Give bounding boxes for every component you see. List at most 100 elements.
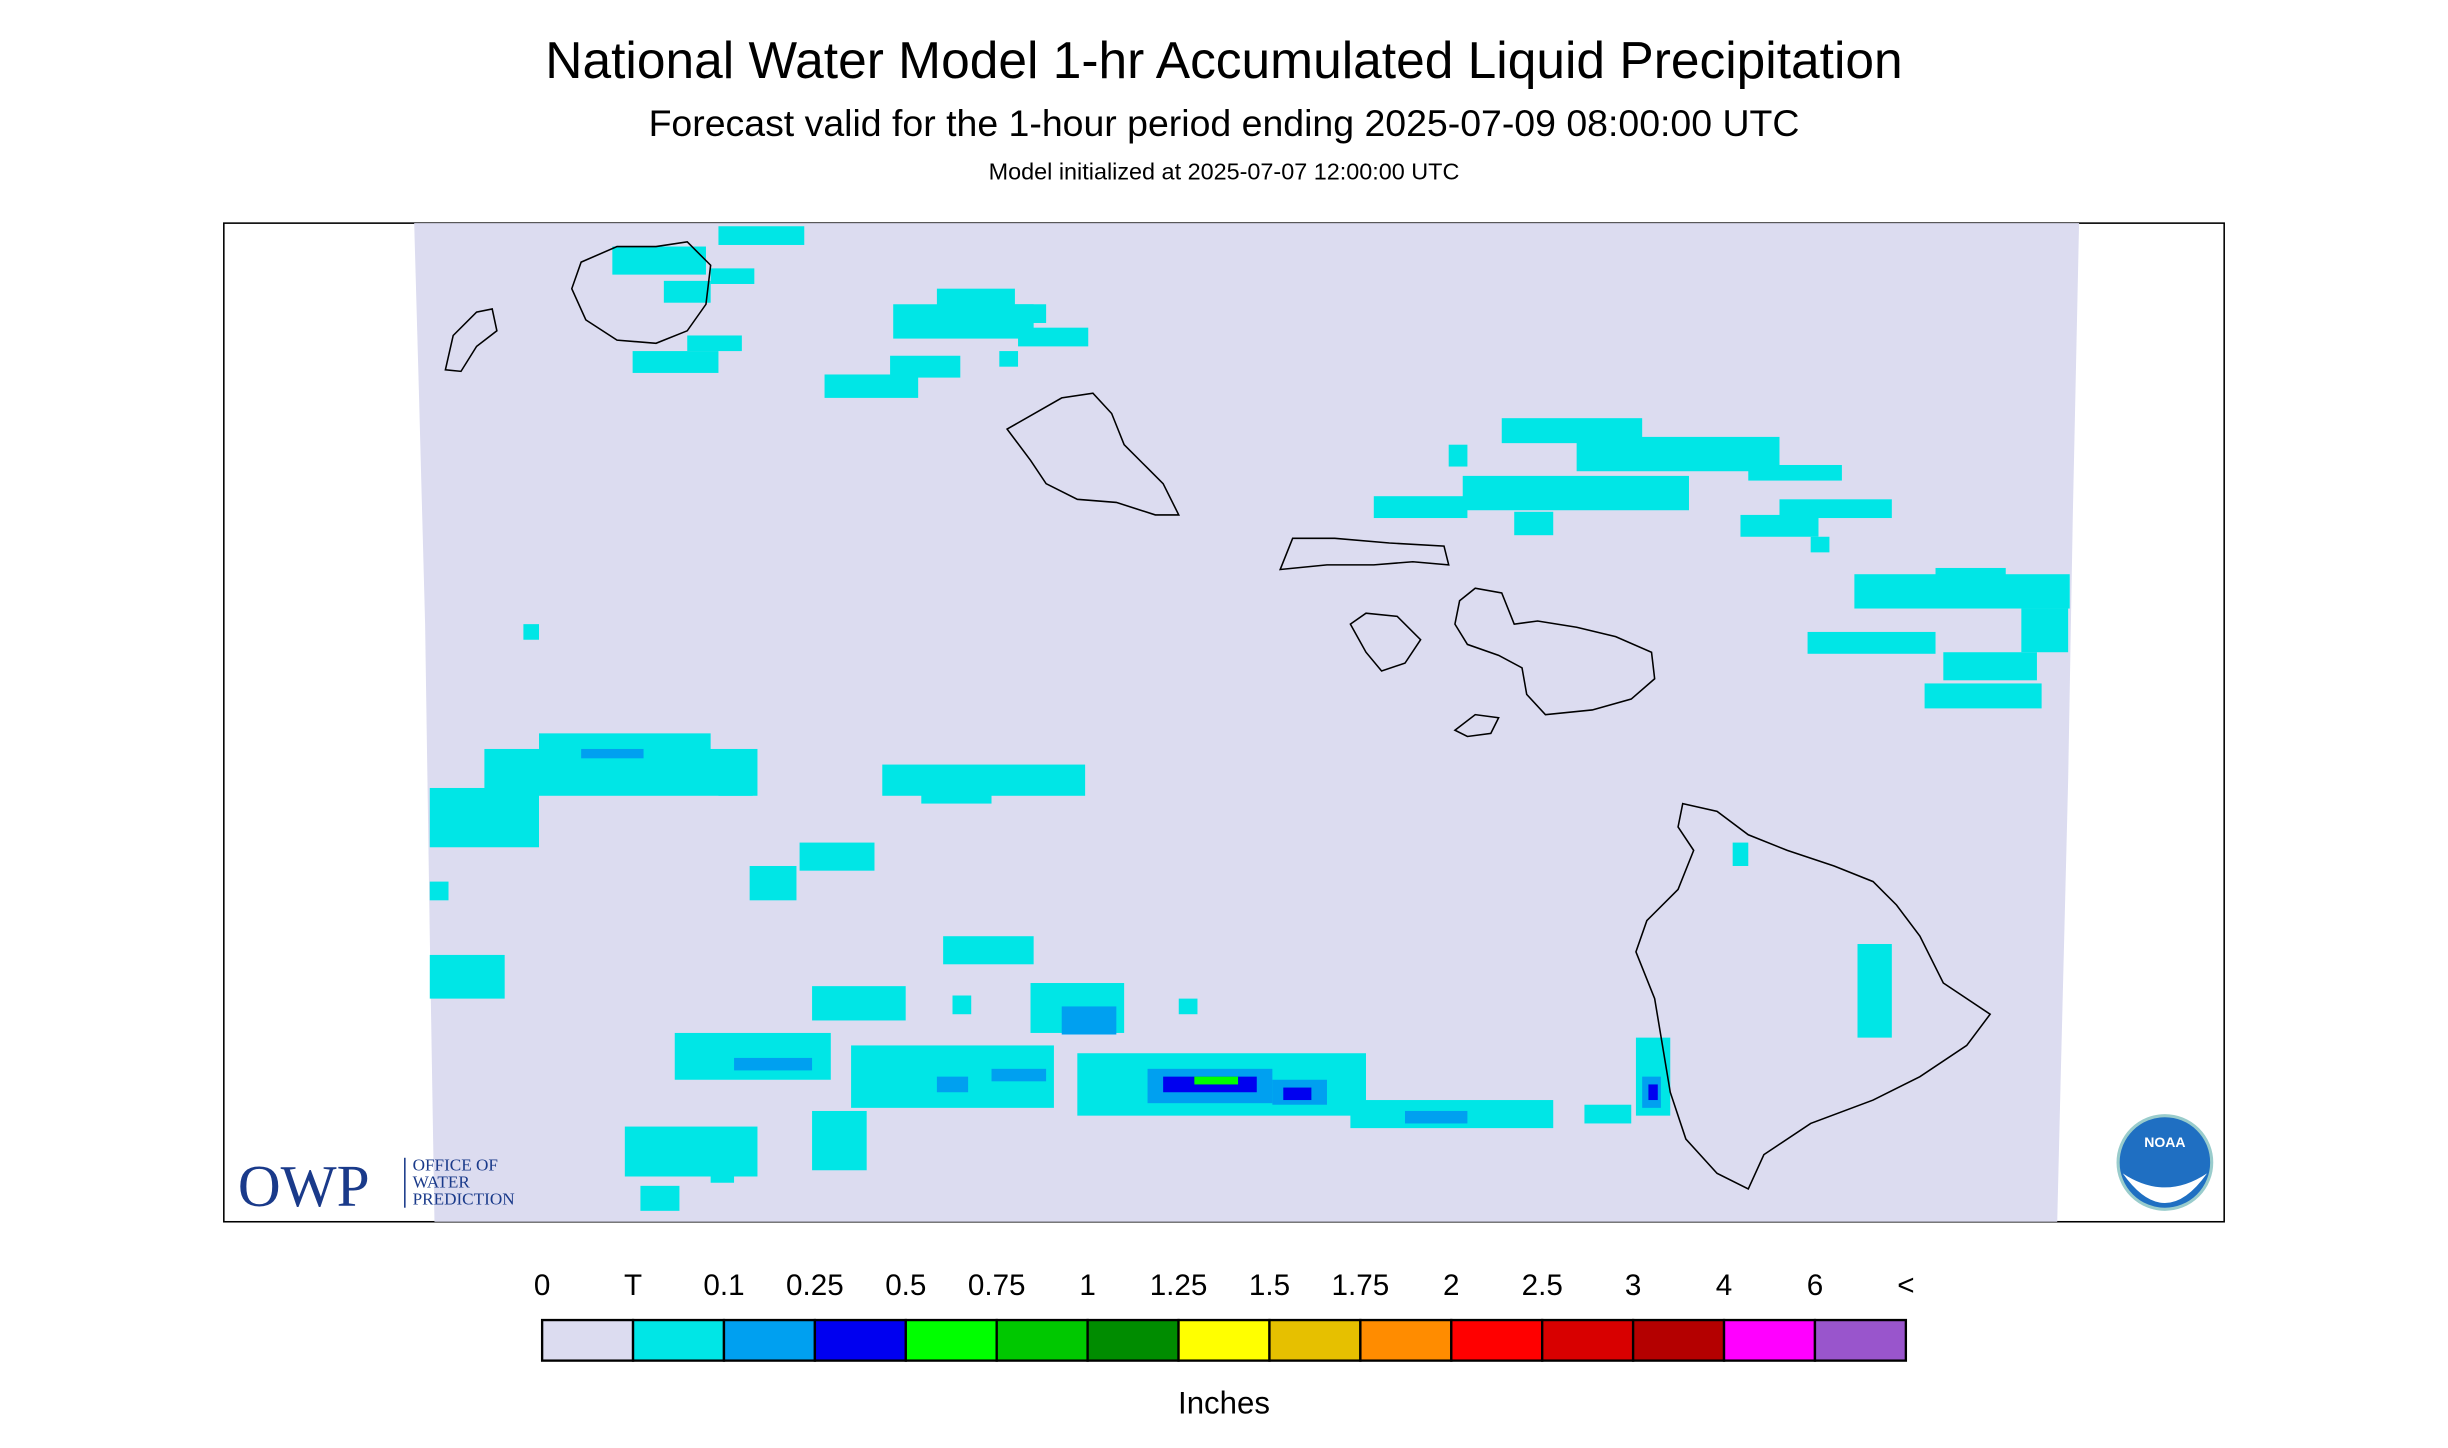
precip-patch (523, 624, 540, 640)
precip-patch (1514, 511, 1554, 536)
precip-patch (1807, 631, 1936, 654)
model-domain (414, 223, 2080, 1222)
precip-patch (943, 936, 1034, 965)
legend-unit: Inches (1178, 1386, 1270, 1421)
lanai (1349, 612, 1422, 672)
subtitle: Forecast valid for the 1-hour period end… (649, 102, 1800, 144)
precip-patch (1943, 652, 2037, 681)
colorbar-label: 6 (1807, 1269, 1823, 1302)
precip-patch (1810, 536, 1830, 553)
precip-patch (1283, 1087, 1312, 1101)
colorbar-box (1541, 1318, 1635, 1362)
precip-patch (1935, 567, 2006, 581)
precip-patch (1194, 1076, 1239, 1085)
precip-patch (824, 374, 919, 398)
colorbar-label: 1.25 (1150, 1269, 1208, 1302)
precip-patch (2021, 608, 2069, 653)
colorbar-box (1177, 1318, 1271, 1362)
precip-patch (663, 280, 711, 303)
niihau (444, 308, 498, 373)
title: National Water Model 1-hr Accumulated Li… (545, 31, 1902, 89)
precip-patch (749, 865, 797, 901)
precip-patch (1732, 842, 1749, 866)
precip-patch (674, 1032, 831, 1080)
precip-patch (812, 1110, 867, 1171)
colorbar-box (1722, 1318, 1817, 1362)
colorbar-box (631, 1318, 726, 1362)
precip-patch (1061, 1006, 1117, 1035)
maui (1454, 587, 1656, 716)
colorbar-box (722, 1318, 817, 1362)
precip-patch (687, 335, 742, 352)
colorbar-box (1086, 1318, 1180, 1362)
owp-logo: OWP (238, 1153, 370, 1219)
colorbar-label: 1 (1079, 1269, 1095, 1302)
precip-patch (581, 748, 644, 759)
precip-patch (952, 995, 972, 1015)
colorbar-label: 2 (1443, 1269, 1459, 1302)
colorbar-box (813, 1318, 907, 1362)
precip-patch (1857, 944, 1892, 1038)
precip-patch (921, 787, 992, 804)
init-time: Model initialized at 2025-07-07 12:00:00… (989, 158, 1460, 184)
precip-patch (718, 772, 753, 796)
precip-patch (799, 842, 875, 871)
precip-field (429, 226, 2070, 1211)
colorbar: 0 T 0.1 0.25 0.5 0.75 1 1.25 1.5 1.75 2 2.5 3 4 6 < (534, 1269, 1915, 1362)
colorbar-label: 1.5 (1249, 1269, 1290, 1302)
colorbar-label: 1.75 (1332, 1269, 1390, 1302)
precip-patch (1373, 496, 1468, 519)
colorbar-box (1631, 1318, 1726, 1362)
colorbar-box (1450, 1318, 1544, 1362)
owp-text-line: WATER (413, 1172, 471, 1191)
precip-patch (812, 986, 906, 1021)
precip-patch (429, 881, 449, 901)
owp-text-line: PREDICTION (413, 1190, 515, 1209)
precip-patch (1448, 444, 1468, 467)
precip-patch (632, 351, 719, 373)
precip-patch (1576, 436, 1780, 472)
noaa-text: NOAA (2144, 1134, 2185, 1150)
colorbar-label: T (624, 1269, 642, 1302)
precip-patch (710, 268, 755, 284)
colorbar-box (904, 1318, 998, 1362)
precip-patch (1462, 475, 1689, 511)
oahu (1005, 392, 1181, 516)
precip-patch (1178, 998, 1198, 1015)
precip-patch (1018, 327, 1089, 347)
colorbar-box (995, 1318, 1089, 1362)
precip-patch (893, 304, 1034, 339)
colorbar-label: 0.25 (786, 1269, 844, 1302)
colorbar-label: 0.5 (885, 1269, 926, 1302)
precip-patch (1740, 514, 1819, 537)
colorbar-box (1268, 1318, 1362, 1362)
precip-patch (890, 355, 961, 378)
precip-patch (429, 787, 540, 848)
precip-patch (612, 246, 706, 275)
precip-patch (1014, 304, 1047, 323)
colorbar-box (1813, 1318, 1908, 1362)
colorbar-label: 3 (1625, 1269, 1641, 1302)
owp-text-line: OFFICE OF (413, 1155, 498, 1174)
colorbar-label: 0.1 (703, 1269, 744, 1302)
noaa-gull (2122, 1173, 2208, 1204)
colorbar-box (1359, 1318, 1453, 1362)
precip-patch (999, 351, 1019, 367)
coastlines (444, 241, 1992, 1191)
precip-patch (1779, 499, 1892, 519)
precip-patch (1648, 1084, 1658, 1101)
colorbar-label: 0 (534, 1269, 550, 1302)
precip-patch (624, 1126, 758, 1177)
precip-patch (718, 226, 805, 245)
precip-patch (1405, 1110, 1468, 1124)
colorbar-label: < (1897, 1269, 1914, 1302)
colorbar-label: 0.75 (968, 1269, 1026, 1302)
precip-patch (640, 1185, 680, 1211)
colorbar-box (540, 1318, 635, 1362)
precip-patch (1748, 464, 1842, 481)
precip-patch (1924, 683, 2042, 709)
precip-patch (936, 1076, 969, 1093)
precip-patch (429, 954, 505, 999)
